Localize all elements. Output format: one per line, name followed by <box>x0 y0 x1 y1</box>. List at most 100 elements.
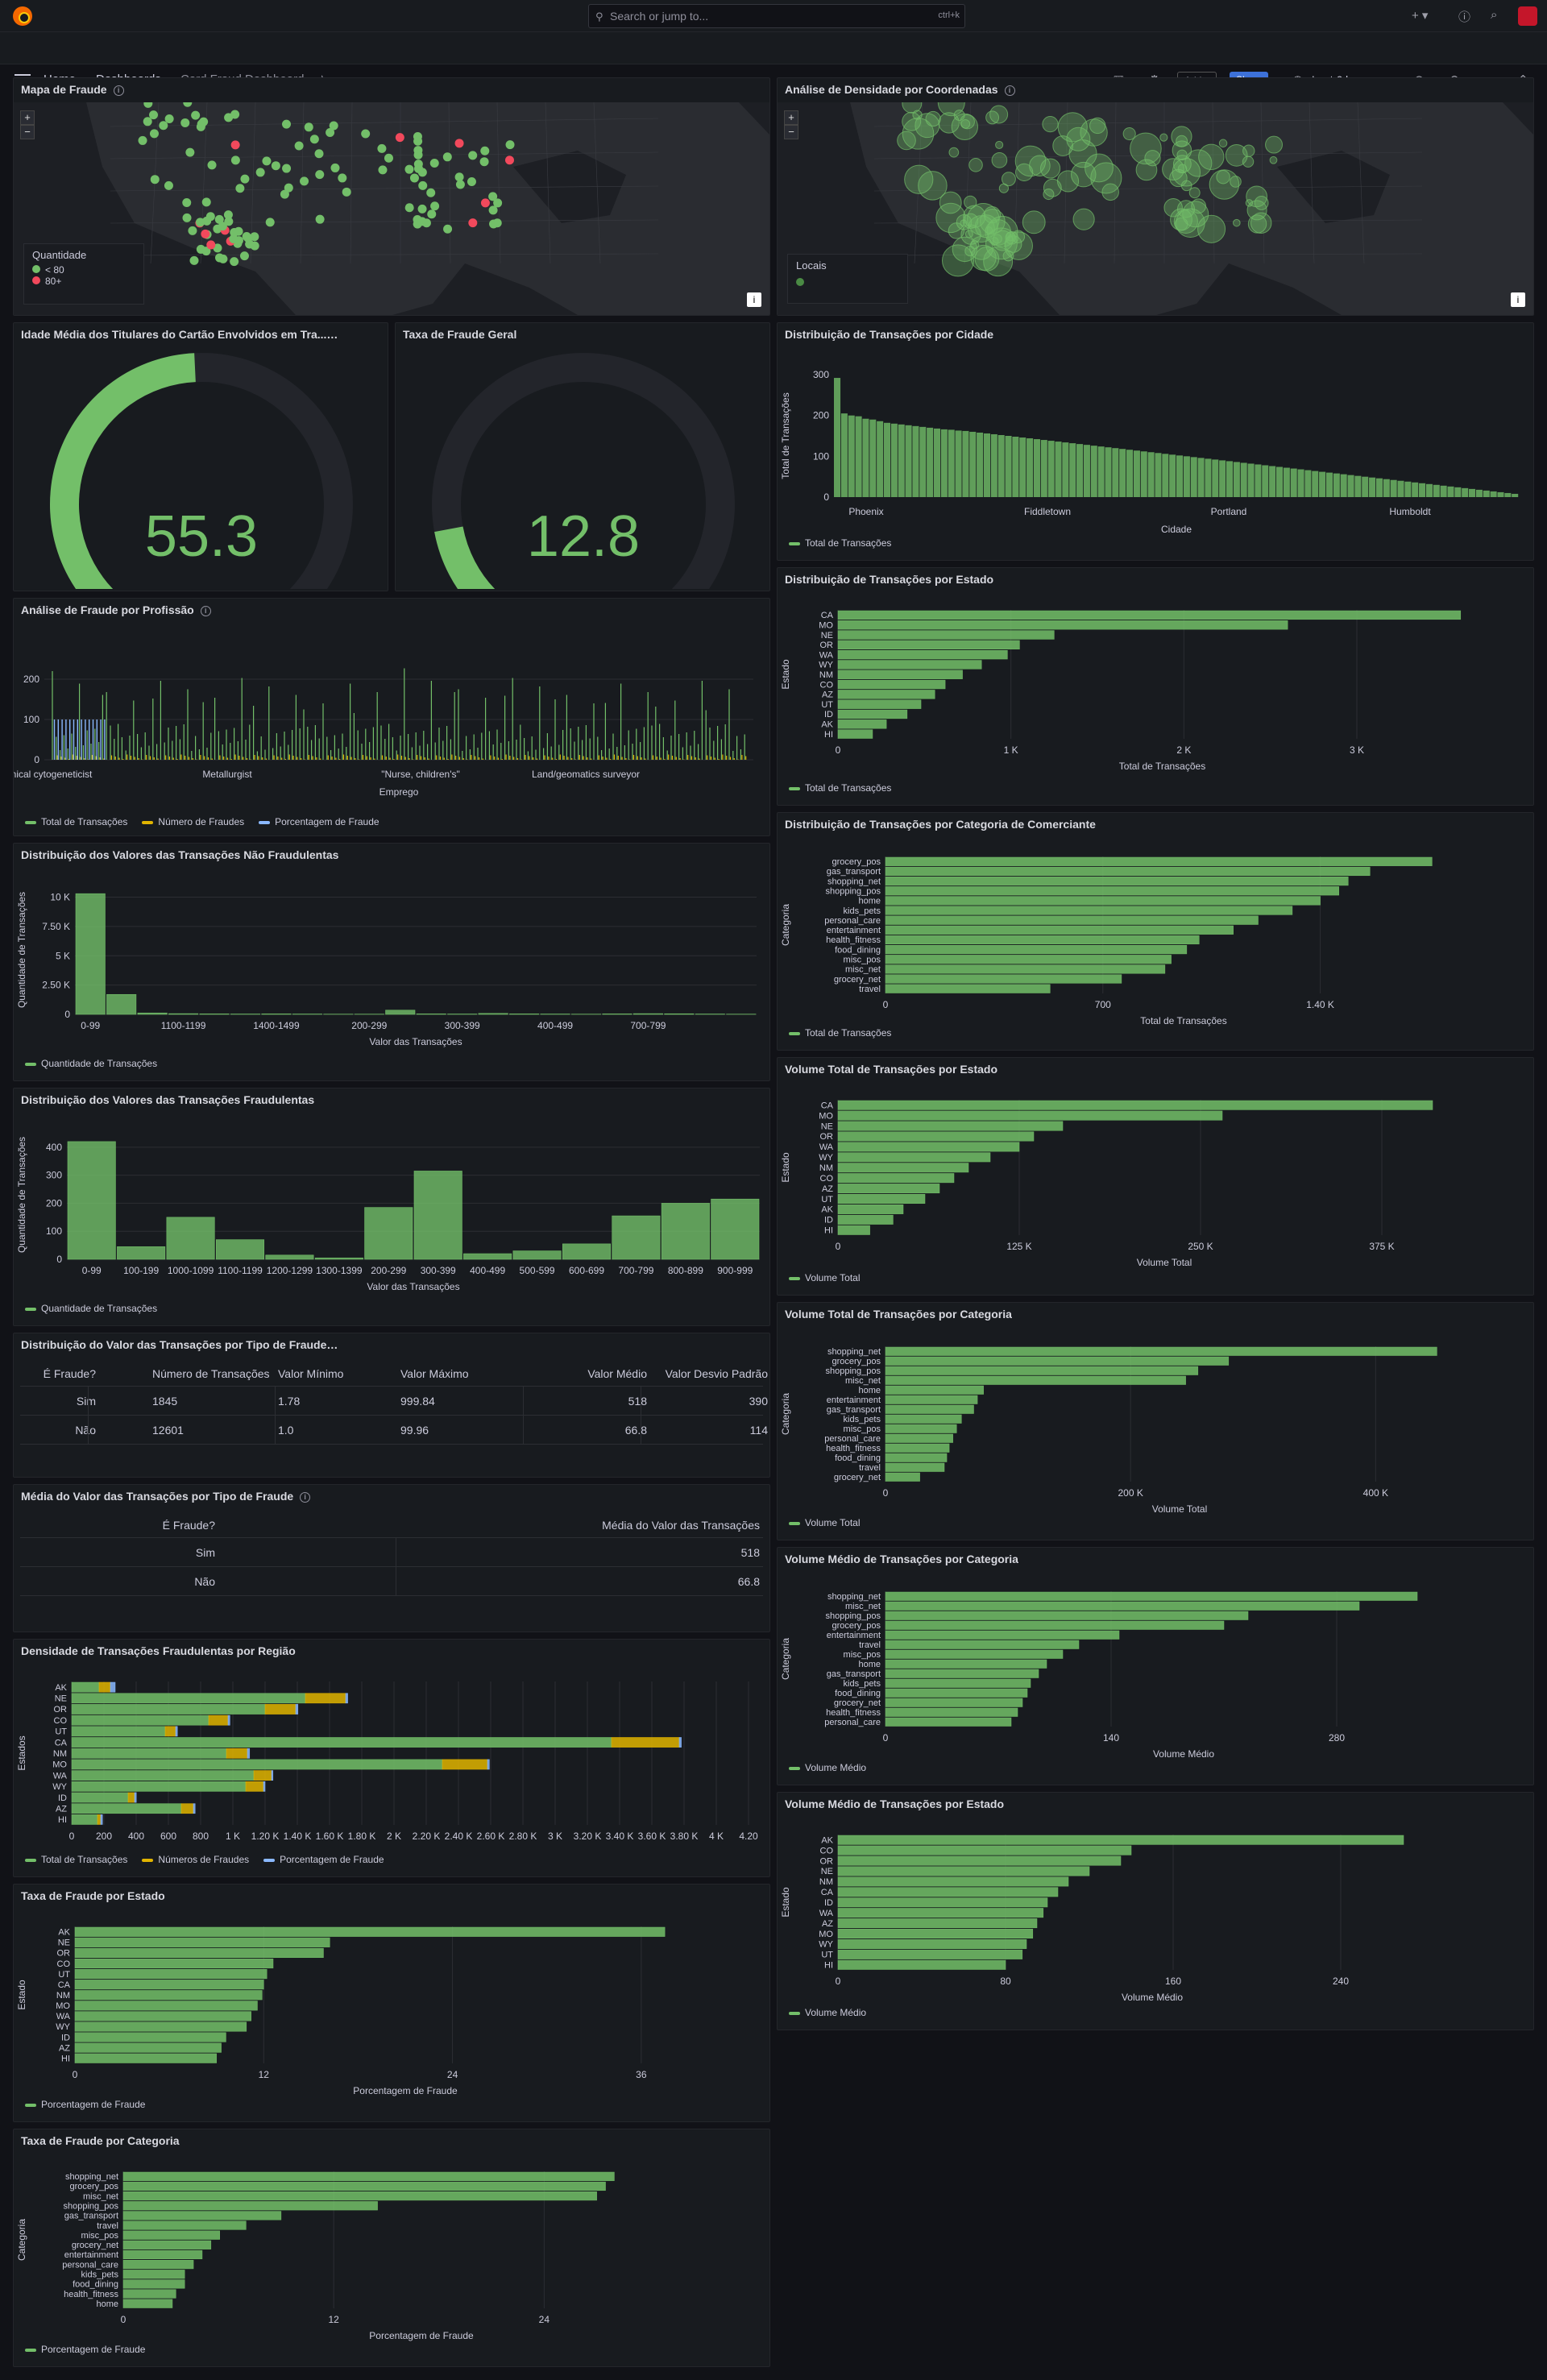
y-tick-label: 300 <box>46 1170 62 1181</box>
x-tick-label: 0 <box>69 1831 75 1842</box>
y-tick-label: grocery_pos <box>69 2182 118 2191</box>
avatar[interactable] <box>1518 6 1537 26</box>
zoom-out-button[interactable]: − <box>784 125 798 139</box>
x-tick-label: 400 K <box>1363 1487 1388 1499</box>
location-marker <box>989 105 1009 124</box>
legend-item[interactable]: Quantidade de Transações <box>25 1303 157 1314</box>
help-icon[interactable]: ⓘ <box>1458 10 1471 24</box>
zoom-in-button[interactable]: + <box>784 110 798 125</box>
bar <box>885 1385 984 1395</box>
chart-canvas[interactable]: 0 140 280 shopping_netmisc_netshopping_posg… <box>778 1572 1534 1773</box>
column-header[interactable]: Média do Valor das Transações <box>602 1519 760 1532</box>
bar <box>1162 454 1169 497</box>
border-line <box>110 185 659 192</box>
map-canvas[interactable] <box>778 102 1533 315</box>
news-icon[interactable]: ⌕ <box>1491 8 1498 22</box>
bar <box>1454 487 1462 497</box>
info-icon[interactable]: i <box>200 605 211 616</box>
info-icon[interactable]: i <box>300 1491 311 1503</box>
legend-item[interactable]: Quantidade de Transações <box>25 1058 157 1069</box>
bar <box>837 610 1462 620</box>
search-input[interactable]: ⚲ Search or jump to... ctrl+k <box>588 4 965 28</box>
info-icon[interactable]: i <box>113 85 124 96</box>
legend-item[interactable]: Total de Transações <box>25 1854 127 1865</box>
column-header[interactable]: Valor Desvio Padrão <box>665 1367 768 1380</box>
bar <box>71 1759 443 1770</box>
legend-item[interactable]: Total de Transações <box>789 782 891 794</box>
fraud-marker <box>189 255 199 265</box>
x-tick-label: 1.20 K <box>251 1831 280 1842</box>
fraud-marker <box>414 164 424 173</box>
bar <box>1504 492 1512 497</box>
legend-item[interactable]: Porcentagem de Fraude <box>259 816 379 827</box>
legend-item[interactable]: Total de Transações <box>25 816 127 827</box>
attribution-button[interactable]: i <box>1511 292 1525 307</box>
info-icon[interactable]: i <box>1004 85 1015 96</box>
attribution-button[interactable]: i <box>747 292 761 307</box>
chart-canvas[interactable]: 0 2.50 K 5 K 7.50 K 10 K 0-99 1100-1199 1400-14… <box>14 868 770 1069</box>
bar <box>837 1225 870 1235</box>
legend-item[interactable]: Total de Transações <box>789 537 891 549</box>
location-marker <box>904 164 934 194</box>
legend-item[interactable]: Porcentagem de Fraude <box>263 1854 384 1865</box>
legend-item[interactable]: Total de Transações <box>789 1027 891 1039</box>
chart-canvas[interactable]: 0 125 K 250 K 375 K CAMONEORWAWYNMCOAZUTAKID… <box>778 1082 1534 1283</box>
plus-icon[interactable]: + ▾ <box>1412 9 1429 23</box>
chart-canvas[interactable]: 0 100 200 300 Phoenix Fiddletown Portland Humbo… <box>778 347 1534 549</box>
legend-item[interactable]: Volume Médio <box>789 1762 866 1773</box>
bar <box>122 2289 176 2299</box>
bar <box>1390 479 1397 497</box>
map-canvas[interactable] <box>14 102 769 315</box>
location-marker <box>938 112 960 134</box>
chart-canvas[interactable]: 0 200 400 600 800 1 K 1.20 K 1.40 K 1.60 K 1.80 K… <box>14 1664 770 1865</box>
chart-canvas[interactable]: 0 100 200 300 400 0-99 100-199 1000-1099 1100-11… <box>14 1113 770 1314</box>
chart-canvas[interactable]: 0 700 1.40 K grocery_posgas_transportshoppi… <box>778 837 1534 1039</box>
table-cell: 1.0 <box>278 1424 294 1437</box>
zoom-in-button[interactable]: + <box>20 110 35 125</box>
chart-canvas[interactable]: 0 12 24 shopping_netgrocery_posmisc_netshop… <box>14 2154 770 2355</box>
x-axis-label: Volume Total <box>1137 1257 1192 1268</box>
y-tick-label: CA <box>821 1101 834 1110</box>
legend-item[interactable]: Porcentagem de Fraude <box>25 2344 145 2355</box>
legend-item[interactable]: Volume Total <box>789 1272 861 1283</box>
legend-item[interactable]: Números de Fraudes <box>142 1854 249 1865</box>
bar <box>837 1152 991 1163</box>
legend-item[interactable]: Número de Fraudes <box>142 816 244 827</box>
bar <box>1362 476 1369 497</box>
fraud-marker <box>488 205 498 215</box>
y-tick-label: gas_transport <box>827 1405 881 1415</box>
x-tick-label: 240 <box>1333 1976 1349 1987</box>
fraud-marker <box>338 173 347 183</box>
legend-item[interactable]: Porcentagem de Fraude <box>25 2099 145 2110</box>
legend-item[interactable]: Volume Total <box>789 1517 861 1528</box>
chart-canvas[interactable]: 0 100 200 Clinical cytogeneticist Metallurgi… <box>14 623 770 824</box>
x-tick-label: 900-999 <box>717 1265 753 1276</box>
column-header[interactable]: Valor Médio <box>587 1367 647 1380</box>
zoom-out-button[interactable]: − <box>20 125 35 139</box>
x-axis-label: Volume Médio <box>1153 1748 1214 1760</box>
grafana-logo-icon[interactable] <box>13 6 32 26</box>
legend: Volume Médio <box>789 1762 881 1773</box>
column-header[interactable]: É Fraude? <box>43 1367 96 1380</box>
column-header[interactable]: Valor Mínimo <box>278 1367 344 1380</box>
column-header[interactable]: Valor Máximo <box>400 1367 469 1380</box>
column-header[interactable]: Número de Transações <box>152 1367 270 1380</box>
panel-title: Distribuição dos Valores das Transações … <box>21 1093 314 1106</box>
column-header[interactable]: É Fraude? <box>162 1519 215 1532</box>
fraud-marker <box>480 146 490 155</box>
legend: Quantidade de Transações <box>25 1058 172 1069</box>
y-tick-label: shopping_pos <box>63 2202 118 2212</box>
location-marker <box>1135 159 1158 181</box>
bar <box>885 1404 974 1414</box>
bar <box>71 1781 247 1792</box>
bar <box>837 1949 1023 1959</box>
bar <box>885 984 1051 993</box>
bar <box>74 2001 258 2011</box>
chart-canvas[interactable]: 0 200 K 400 K shopping_netgrocery_posshoppi… <box>778 1327 1534 1528</box>
data-table: É Fraude? Média do Valor das Transações Si… <box>20 1511 763 1596</box>
legend-item[interactable]: Volume Médio <box>789 2007 866 2018</box>
bar <box>1283 467 1290 497</box>
